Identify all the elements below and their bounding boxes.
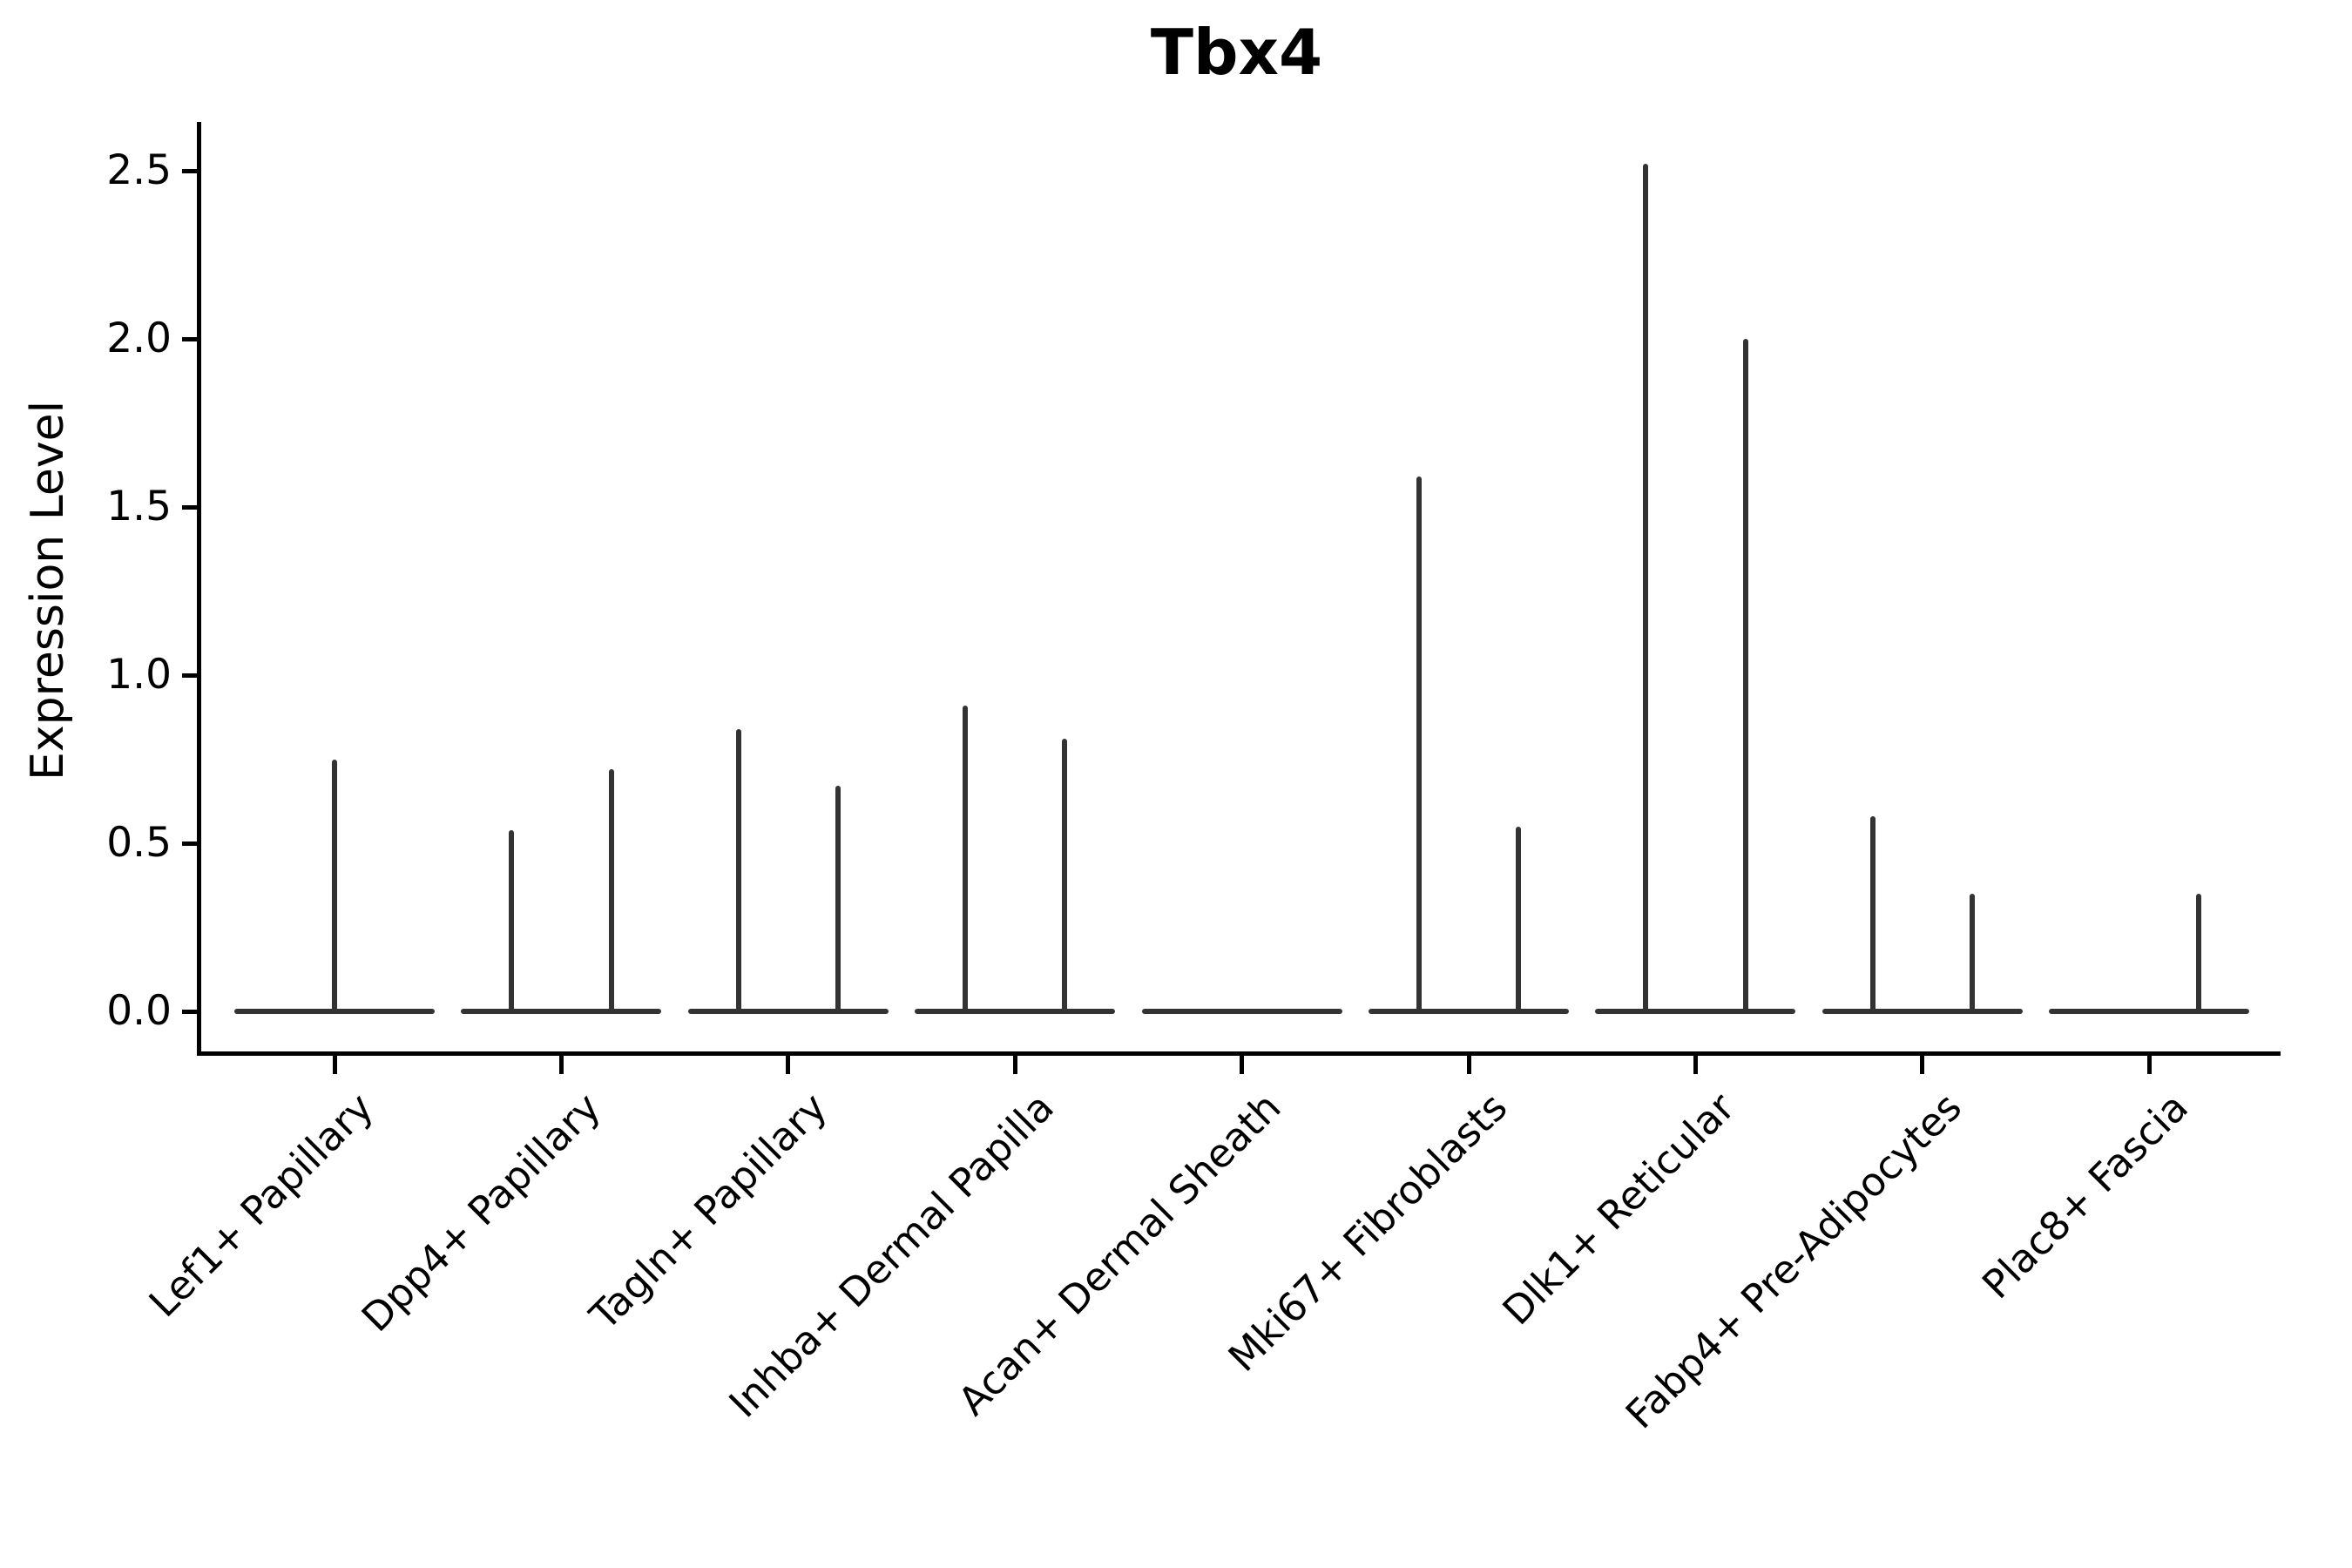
y-tick-label: 1.5 [106, 483, 172, 531]
violin-zero-baseline [1369, 1009, 1569, 1014]
y-tick-mark [182, 841, 197, 846]
x-tick-mark [1240, 1051, 1245, 1074]
x-tick-label: Plac8+ Fascia [1973, 1084, 2197, 1308]
violin-expression-spike [1869, 816, 1876, 1014]
violin-expression-spike [1742, 339, 1748, 1014]
plot-title: Tbx4 [1150, 16, 1323, 89]
violin-zero-baseline [1595, 1009, 1796, 1014]
x-axis-spine [197, 1051, 2281, 1056]
y-tick-label: 0.0 [106, 987, 172, 1035]
x-tick-label: Dpp4+ Papillary [352, 1084, 610, 1342]
violin-zero-baseline [1141, 1009, 1342, 1014]
violin-zero-baseline [687, 1009, 889, 1014]
violin-expression-spike [1416, 476, 1422, 1014]
x-tick-mark [786, 1051, 791, 1074]
violin-expression-spike [735, 728, 741, 1014]
y-tick-mark [182, 505, 197, 510]
violin-zero-baseline [2049, 1009, 2250, 1014]
violin-expression-spike [1970, 893, 1976, 1014]
violin-expression-spike [332, 759, 337, 1014]
y-tick-label: 2.0 [106, 314, 172, 362]
y-tick-mark [182, 673, 197, 678]
violin-zero-baseline [1821, 1009, 2023, 1014]
violin-expression-spike [608, 769, 614, 1014]
x-tick-label: Lef1+ Papillary [139, 1084, 382, 1327]
violin-expression-spike [1516, 826, 1522, 1014]
violin-expression-spike [1643, 164, 1649, 1014]
y-axis-label: Expression Level [22, 400, 74, 781]
violin-zero-baseline [461, 1009, 662, 1014]
violin-expression-spike [962, 705, 968, 1014]
violin-expression-spike [835, 786, 841, 1014]
x-tick-mark [332, 1051, 337, 1074]
x-tick-label: Tagln+ Papillary [581, 1084, 836, 1339]
violin-expression-spike [509, 829, 515, 1014]
y-tick-label: 2.5 [106, 146, 172, 194]
x-tick-mark [1012, 1051, 1017, 1074]
y-tick-mark [182, 337, 197, 341]
x-tick-mark [558, 1051, 564, 1074]
x-tick-mark [1920, 1051, 1925, 1074]
y-axis-spine [197, 122, 201, 1056]
x-tick-mark [1693, 1051, 1698, 1074]
x-tick-label: Dlk1+ Reticular [1493, 1084, 1744, 1335]
y-tick-mark [182, 169, 197, 173]
y-tick-label: 0.5 [106, 819, 172, 867]
x-tick-mark [2146, 1051, 2152, 1074]
y-tick-label: 1.0 [106, 651, 172, 699]
x-tick-mark [1466, 1051, 1471, 1074]
violin-expression-spike [2196, 893, 2202, 1014]
y-tick-mark [182, 1010, 197, 1014]
violin-expression-spike [1062, 739, 1068, 1014]
violin-zero-baseline [915, 1009, 1116, 1014]
